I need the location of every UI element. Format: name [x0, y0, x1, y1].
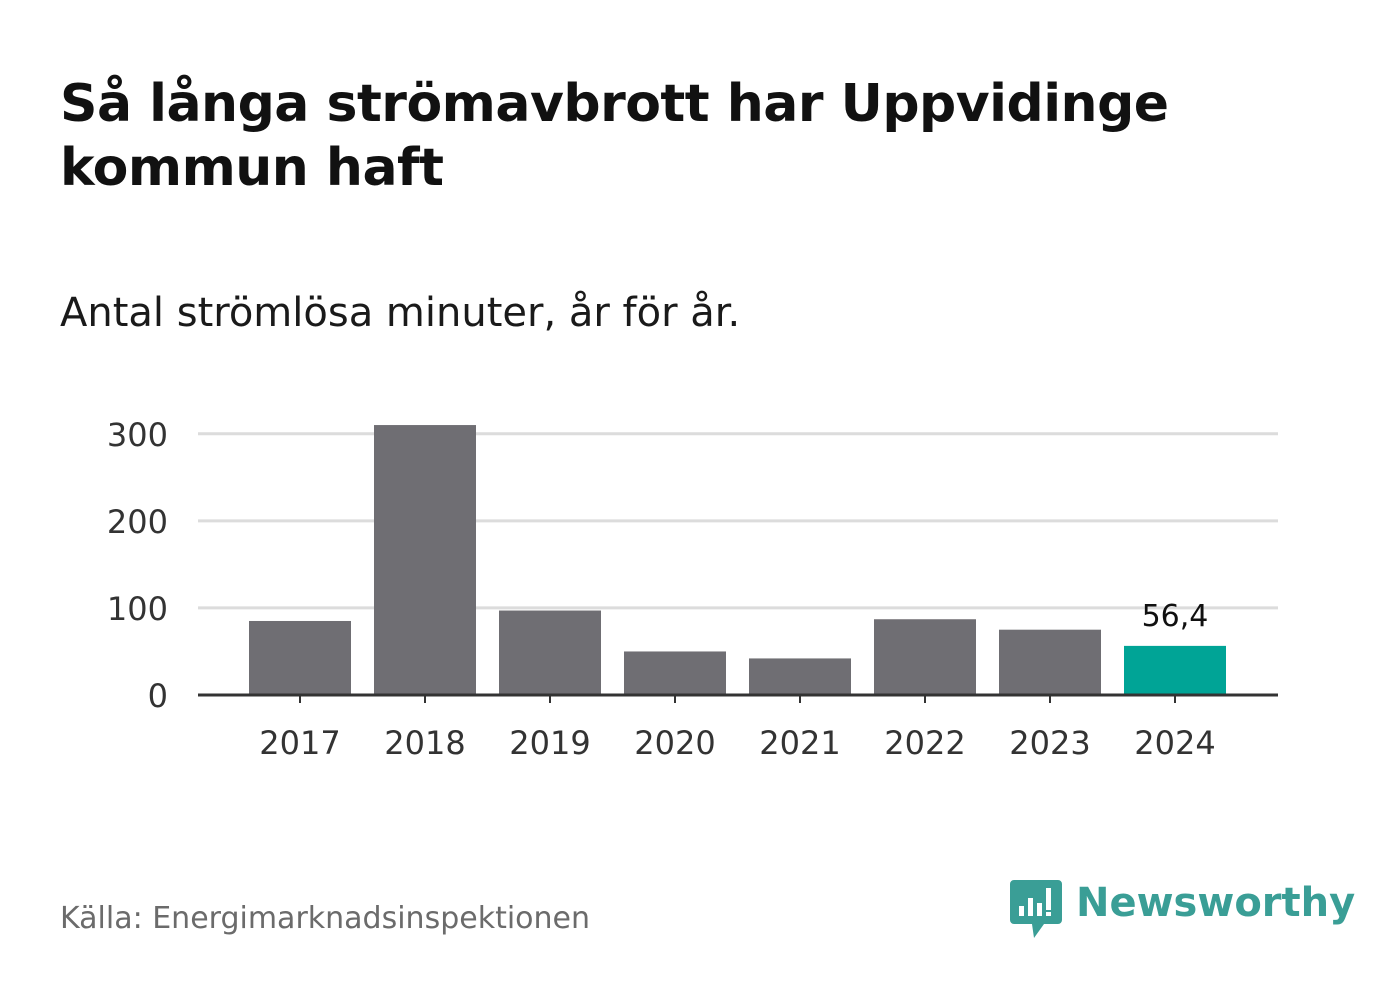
chart-title: Så långa strömavbrott har Uppvidinge kom…	[60, 74, 1169, 198]
bar-2020	[624, 651, 726, 695]
x-tick-label: 2020	[634, 724, 715, 762]
bar-2018	[374, 425, 476, 695]
x-axis	[198, 693, 1278, 703]
bar-2023	[999, 629, 1101, 695]
x-tick-label: 2022	[884, 724, 965, 762]
bar-chart: 0 100 200 300 2017 2018 2019 2020 2021 2022 2023 20…	[107, 416, 1278, 762]
y-tick-label: 100	[107, 590, 168, 628]
bar-2024	[1124, 645, 1226, 695]
newsworthy-logo-icon	[1010, 880, 1062, 938]
bar-2022	[874, 619, 976, 695]
chart-subtitle: Antal strömlösa minuter, år för år.	[60, 290, 741, 336]
x-tick-label: 2018	[384, 724, 465, 762]
x-tick-label: 2024	[1134, 724, 1215, 762]
bars	[249, 425, 1226, 695]
x-tick-label: 2019	[509, 724, 590, 762]
y-tick-label: 0	[148, 677, 168, 715]
brand-name: Newsworthy	[1076, 880, 1356, 926]
x-tick-label: 2017	[259, 724, 340, 762]
x-tick-label: 2023	[1009, 724, 1090, 762]
bar-2021	[749, 658, 851, 695]
x-tick-label: 2021	[759, 724, 840, 762]
labels: 0 100 200 300 2017 2018 2019 2020 2021 2022 2023 20…	[107, 416, 1216, 762]
brand: Newsworthy	[1010, 878, 1355, 942]
bar-2019	[499, 610, 601, 695]
bar-2017	[249, 620, 351, 695]
data-label-2024: 56,4	[1142, 599, 1209, 634]
source-note: Källa: Energimarknadsinspektionen	[60, 901, 591, 936]
y-tick-label: 300	[107, 416, 168, 454]
y-tick-label: 200	[107, 503, 168, 541]
gridlines	[198, 432, 1278, 610]
